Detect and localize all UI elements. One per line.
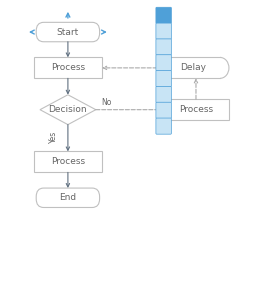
Text: Process: Process (178, 105, 212, 114)
Text: No: No (100, 98, 111, 107)
FancyBboxPatch shape (155, 118, 171, 134)
Bar (162, 57, 228, 78)
FancyBboxPatch shape (155, 70, 171, 87)
FancyBboxPatch shape (36, 188, 99, 208)
Text: Yes: Yes (49, 130, 58, 143)
FancyBboxPatch shape (155, 39, 171, 55)
Bar (34, 152, 102, 172)
FancyBboxPatch shape (155, 86, 171, 103)
FancyBboxPatch shape (36, 22, 99, 42)
FancyBboxPatch shape (155, 55, 171, 71)
Text: Start: Start (57, 28, 79, 37)
Text: Decision: Decision (49, 105, 87, 114)
Bar (162, 99, 228, 120)
Text: Process: Process (51, 63, 85, 72)
Text: Process: Process (51, 158, 85, 166)
Text: Delay: Delay (180, 63, 206, 72)
Text: End: End (59, 193, 76, 202)
FancyBboxPatch shape (155, 102, 171, 118)
FancyBboxPatch shape (155, 23, 171, 39)
Polygon shape (40, 95, 96, 124)
Bar (34, 57, 102, 78)
FancyBboxPatch shape (155, 7, 171, 23)
